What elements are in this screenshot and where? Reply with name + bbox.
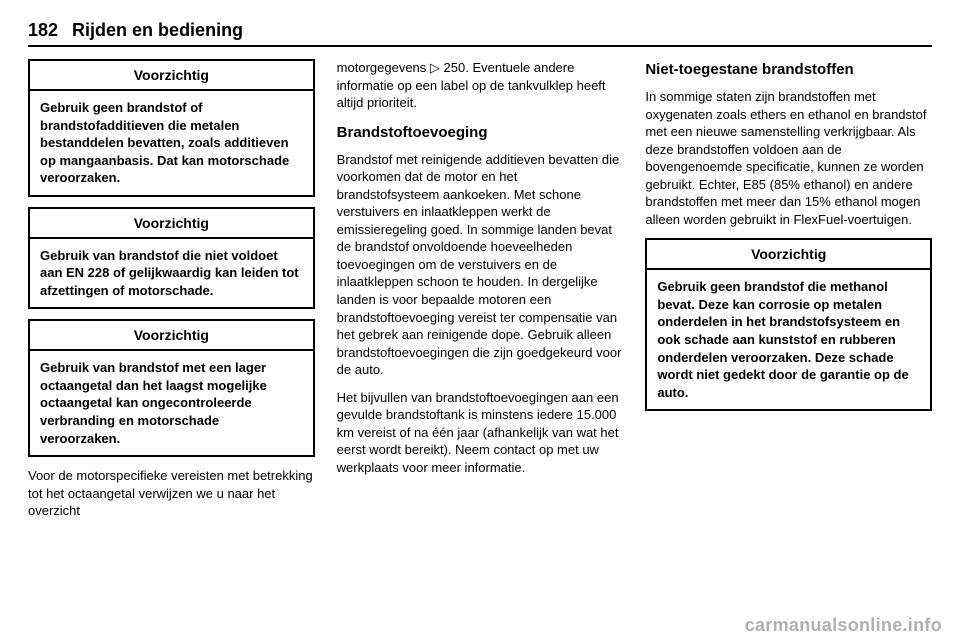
page-number: 182 (28, 20, 58, 41)
footer-paragraph: Voor de motorspecifieke vereisten met be… (28, 467, 315, 520)
paragraph-additive-2: Het bijvullen van brandstoftoevoegingen … (337, 389, 624, 477)
column-2: motorgegevens ▷ 250. Eventuele andere in… (337, 59, 624, 599)
caution-box-2: Voorzichtig Gebruik van brandstof die ni… (28, 207, 315, 310)
caution-title: Voorzichtig (30, 209, 313, 239)
page-header: 182 Rijden en bediening (28, 20, 932, 47)
caution-body: Gebruik geen brandstof of brandstofaddit… (30, 91, 313, 195)
caution-title: Voorzichtig (647, 240, 930, 270)
reference-number: 250. (440, 60, 473, 75)
watermark-text: carmanualsonline.info (745, 615, 942, 636)
caution-body: Gebruik van brandstof die niet voldoet a… (30, 239, 313, 308)
paragraph-unauthorized-fuels: In sommige staten zijn brandstoffen met … (645, 88, 932, 228)
caution-title: Voorzichtig (30, 61, 313, 91)
header-title: Rijden en bediening (72, 20, 243, 40)
caution-body: Gebruik van brandstof met een lager octa… (30, 351, 313, 455)
caution-box-methanol: Voorzichtig Gebruik geen brandstof die m… (645, 238, 932, 411)
continuation-text-pre: motorgegevens (337, 60, 430, 75)
paragraph-additive-1: Brandstof met reinigende additieven beva… (337, 151, 624, 379)
content-columns: Voorzichtig Gebruik geen brandstof of br… (28, 59, 932, 599)
manual-page: 182 Rijden en bediening Voorzichtig Gebru… (0, 0, 960, 642)
continuation-paragraph: motorgegevens ▷ 250. Eventuele andere in… (337, 59, 624, 112)
column-3: Niet-toegestane brandstoffen In sommige … (645, 59, 932, 599)
subheading-fuel-additive: Brandstoftoevoeging (337, 124, 624, 141)
caution-body: Gebruik geen brandstof die methanol beva… (647, 270, 930, 409)
caution-box-1: Voorzichtig Gebruik geen brandstof of br… (28, 59, 315, 197)
column-1: Voorzichtig Gebruik geen brandstof of br… (28, 59, 315, 599)
reference-arrow-icon: ▷ (430, 60, 440, 75)
caution-title: Voorzichtig (30, 321, 313, 351)
heading-unauthorized-fuels: Niet-toegestane brandstoffen (645, 61, 932, 78)
caution-box-3: Voorzichtig Gebruik van brandstof met ee… (28, 319, 315, 457)
